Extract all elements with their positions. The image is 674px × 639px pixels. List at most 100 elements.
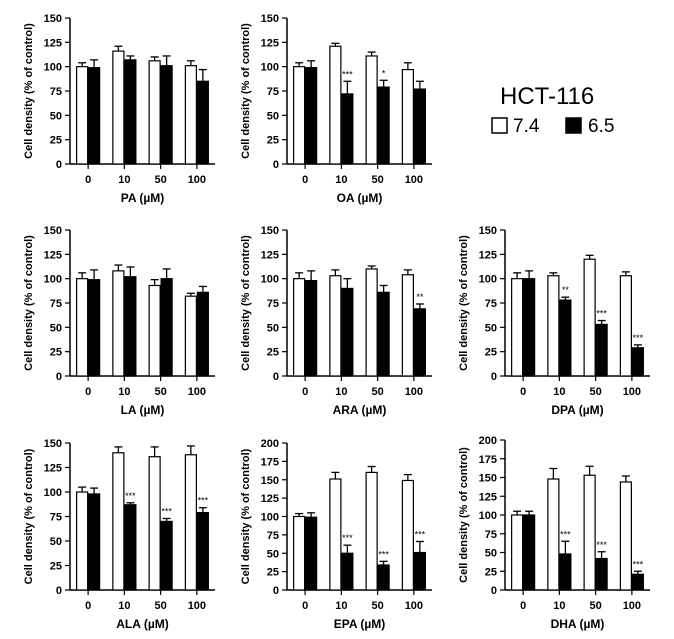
ara-xtick-label: 100 <box>405 386 423 398</box>
ala-bar-ph74 <box>148 456 161 591</box>
ala-x-label: ALA (µM) <box>116 617 168 631</box>
epa-sig-label: *** <box>378 549 389 559</box>
la-ytick-label: 25 <box>50 347 62 359</box>
pa-xtick-label: 10 <box>118 174 130 186</box>
epa-bar-ph65 <box>341 552 354 591</box>
dpa-bar-ph74 <box>547 275 560 377</box>
ala-bar-ph74 <box>76 491 89 591</box>
la-bar-ph65 <box>124 276 137 377</box>
ala-ytick-label: 125 <box>44 463 62 475</box>
ala-bar-ph65 <box>124 504 137 591</box>
dpa-xtick-label: 0 <box>520 386 526 398</box>
epa-ytick-label: 75 <box>267 530 279 542</box>
dpa-ytick-label: 25 <box>485 347 497 359</box>
ara-ytick-label: 25 <box>267 347 279 359</box>
epa-xtick-label: 10 <box>335 600 347 612</box>
la-bar-ph74 <box>76 278 89 377</box>
epa-ytick-label: 200 <box>261 438 279 450</box>
ala-xtick-label: 50 <box>155 600 167 612</box>
ala-bar-ph65 <box>160 520 173 591</box>
dpa-xtick-label: 10 <box>553 386 565 398</box>
ara-bar-ph74 <box>329 275 342 377</box>
oa-bar-ph65 <box>341 93 354 165</box>
oa-bar-ph65 <box>305 67 318 165</box>
ara-bar-ph65 <box>305 280 318 377</box>
pa-ytick-label: 75 <box>50 86 62 98</box>
dpa-y-label: Cell density (% of control) <box>458 235 470 371</box>
ara-y-label: Cell density (% of control) <box>240 235 252 371</box>
dha-xtick-label: 10 <box>553 600 565 612</box>
dpa-ytick-label: 125 <box>479 249 497 261</box>
dha-bar-ph74 <box>547 478 560 591</box>
dpa-ytick-label: 75 <box>485 298 497 310</box>
la-ytick-label: 50 <box>50 322 62 334</box>
la-xtick-label: 100 <box>188 386 206 398</box>
ara-ytick-label: 50 <box>267 322 279 334</box>
legend: HCT-116 7.4 6.5 <box>491 83 614 137</box>
epa-ytick-label: 0 <box>273 585 279 597</box>
epa-ytick-label: 100 <box>261 512 279 524</box>
pa-bar-ph74 <box>112 50 125 165</box>
ara-bar-ph65 <box>413 308 426 377</box>
la-bar-ph65 <box>88 279 101 377</box>
ala-xtick-label: 10 <box>118 600 130 612</box>
dpa-x-label: DPA (µM) <box>551 403 603 417</box>
dha-ytick-label: 75 <box>485 529 497 541</box>
pa-ytick-label: 0 <box>56 159 62 171</box>
epa-ytick-label: 25 <box>267 567 279 579</box>
dpa-xtick-label: 50 <box>590 386 602 398</box>
epa-bar-ph65 <box>377 564 390 591</box>
legend-label-ph74: 7.4 <box>513 116 540 137</box>
ara-xtick-label: 0 <box>302 386 308 398</box>
oa-x-label: OA (µM) <box>337 191 383 205</box>
ala-xtick-label: 100 <box>188 600 206 612</box>
ara-ytick-label: 0 <box>273 371 279 383</box>
dha-bar-ph74 <box>511 514 524 591</box>
epa-xtick-label: 0 <box>302 600 308 612</box>
ala-bar-ph74 <box>112 452 125 591</box>
ara-bar-ph74 <box>365 268 378 377</box>
ala-xtick-label: 0 <box>85 600 91 612</box>
epa-bar-ph74 <box>401 479 414 591</box>
epa-bar-ph74 <box>293 515 306 591</box>
dha-bar-ph65 <box>595 557 608 591</box>
la-bar-ph65 <box>160 278 173 377</box>
panel-dpa: 0 25 50 75 100 125 150 Cell density (% of contr… <box>458 225 650 417</box>
oa-bar-ph74 <box>329 45 342 165</box>
dpa-bar-ph65 <box>595 323 608 377</box>
ala-ytick-label: 150 <box>44 438 62 450</box>
ara-ytick-label: 125 <box>261 249 279 261</box>
dha-bar-ph74 <box>583 474 596 591</box>
pa-ytick-label: 125 <box>44 37 62 49</box>
oa-bar-ph65 <box>413 88 426 165</box>
pa-bar-ph74 <box>76 66 89 165</box>
legend-swatch-ph74 <box>491 117 508 134</box>
ara-bar-ph65 <box>377 291 390 377</box>
oa-ytick-label: 25 <box>267 135 279 147</box>
oa-xtick-label: 50 <box>372 174 384 186</box>
epa-bar-ph74 <box>365 471 378 591</box>
dha-ytick-label: 125 <box>479 491 497 503</box>
pa-bar-ph65 <box>88 67 101 165</box>
dha-xtick-label: 100 <box>623 600 641 612</box>
ara-sig-label: ** <box>416 292 424 302</box>
dpa-bar-ph65 <box>559 299 572 377</box>
dpa-xtick-label: 100 <box>623 386 641 398</box>
pa-xtick-label: 100 <box>188 174 206 186</box>
legend-swatch-ph65 <box>565 117 582 134</box>
la-bar-ph74 <box>184 295 197 377</box>
epa-xtick-label: 50 <box>372 600 384 612</box>
pa-y-label: Cell density (% of control) <box>23 23 35 159</box>
dha-sig-label: *** <box>560 529 571 539</box>
pa-xtick-label: 50 <box>155 174 167 186</box>
la-xtick-label: 10 <box>118 386 130 398</box>
dpa-ytick-label: 150 <box>479 225 497 237</box>
oa-ytick-label: 100 <box>261 62 279 74</box>
ara-xtick-label: 10 <box>335 386 347 398</box>
pa-ytick-label: 50 <box>50 110 62 122</box>
ara-ytick-label: 150 <box>261 225 279 237</box>
dha-xtick-label: 0 <box>520 600 526 612</box>
